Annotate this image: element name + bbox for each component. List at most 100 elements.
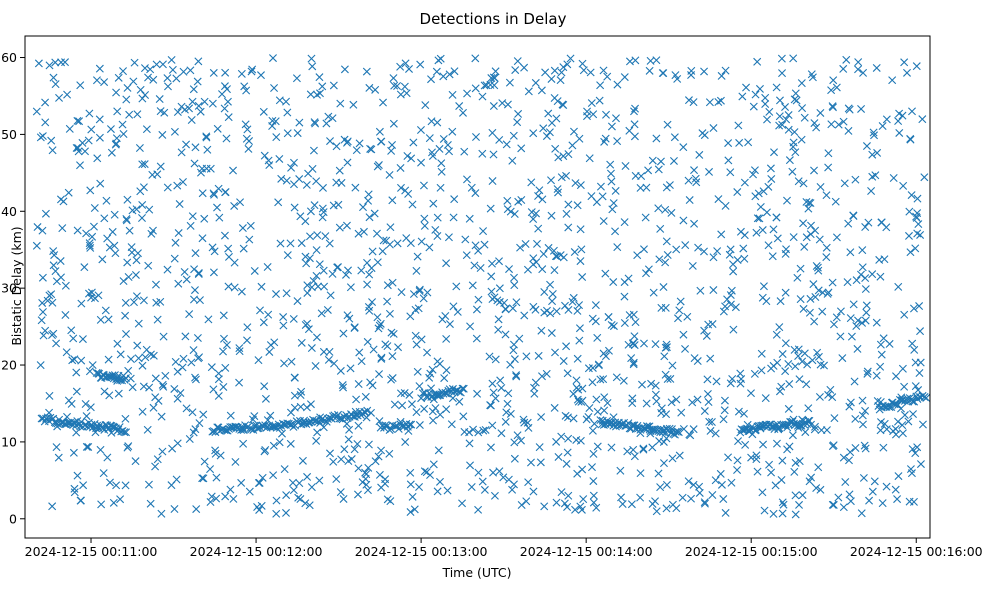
- detection-point: [846, 398, 855, 407]
- detection-point: [850, 377, 859, 386]
- detection-point: [778, 350, 787, 359]
- detection-point: [818, 307, 827, 316]
- detection-point: [136, 85, 145, 94]
- detection-point: [913, 194, 922, 203]
- detection-point: [87, 288, 96, 297]
- detection-point: [186, 221, 195, 230]
- detection-point: [908, 339, 917, 348]
- detection-point: [474, 468, 483, 477]
- detection-point: [237, 287, 246, 296]
- detection-point: [371, 85, 380, 94]
- detection-point: [415, 285, 424, 294]
- detection-point: [501, 417, 510, 426]
- detection-point: [297, 387, 306, 396]
- detection-point: [100, 387, 109, 396]
- detection-point: [123, 195, 132, 204]
- detection-point: [531, 78, 540, 87]
- detection-point: [860, 441, 869, 450]
- detection-point: [245, 137, 254, 146]
- detection-point: [48, 502, 57, 511]
- detection-point: [592, 503, 601, 512]
- detection-point: [239, 244, 248, 253]
- detection-point: [506, 409, 515, 418]
- detection-point: [101, 306, 110, 315]
- detection-point: [293, 297, 302, 306]
- detection-point: [85, 239, 94, 248]
- detection-point: [122, 214, 131, 223]
- detection-point: [110, 210, 119, 219]
- detection-point: [596, 81, 605, 90]
- detection-point: [208, 243, 217, 252]
- detection-point: [85, 109, 94, 118]
- detection-point: [286, 439, 295, 448]
- detection-point: [651, 340, 660, 349]
- detection-point: [476, 264, 485, 273]
- detection-point: [506, 360, 515, 369]
- detection-point: [794, 352, 803, 361]
- detection-point: [461, 235, 470, 244]
- detection-point: [206, 465, 215, 474]
- detection-point: [471, 241, 480, 250]
- detection-point: [490, 73, 499, 82]
- detection-point: [389, 329, 398, 338]
- detection-point: [309, 276, 318, 285]
- detection-point: [798, 357, 807, 366]
- detection-point: [389, 74, 398, 83]
- detection-point: [611, 227, 620, 236]
- detection-point: [849, 300, 858, 309]
- detection-point: [265, 161, 274, 170]
- detection-point: [118, 120, 127, 129]
- detection-point: [611, 186, 620, 195]
- detection-point: [245, 235, 254, 244]
- detection-point: [268, 116, 277, 125]
- detection-point: [354, 464, 363, 473]
- detection-point: [495, 467, 504, 476]
- detection-point: [841, 478, 850, 486]
- detection-point: [282, 176, 291, 185]
- detection-point: [122, 216, 131, 225]
- detection-point: [445, 320, 454, 329]
- detection-point: [579, 66, 588, 75]
- detection-point: [480, 485, 489, 494]
- detection-point: [781, 288, 790, 297]
- detection-point: [260, 151, 269, 160]
- detection-point: [144, 261, 153, 270]
- detection-point: [870, 477, 879, 486]
- detection-point: [490, 491, 499, 500]
- detection-point: [529, 215, 538, 224]
- detection-point: [913, 229, 922, 238]
- detection-point: [462, 251, 471, 260]
- detection-point: [275, 154, 284, 163]
- detection-point: [230, 283, 239, 292]
- detection-point: [387, 146, 396, 155]
- detection-point: [52, 443, 61, 452]
- detection-point: [302, 403, 311, 412]
- detection-point: [406, 239, 415, 248]
- detection-point: [524, 478, 533, 487]
- detection-point: [140, 64, 149, 73]
- detection-point: [862, 301, 871, 310]
- detection-point: [517, 436, 525, 445]
- detection-point: [613, 137, 622, 146]
- detection-point: [481, 425, 490, 434]
- detection-point: [700, 499, 709, 508]
- detection-point: [459, 108, 467, 117]
- detection-point: [540, 502, 549, 511]
- detection-point: [878, 499, 887, 508]
- detection-point: [517, 144, 526, 153]
- detection-point: [152, 60, 161, 69]
- detection-point: [674, 314, 682, 323]
- detection-point: [678, 493, 687, 502]
- detection-point: [442, 366, 451, 375]
- detection-point: [545, 128, 554, 137]
- detection-point: [456, 388, 465, 397]
- detection-point: [772, 439, 781, 448]
- detection-point: [149, 75, 158, 84]
- detection-point: [609, 322, 618, 331]
- detection-point: [553, 97, 562, 106]
- detection-point: [310, 201, 319, 210]
- detection-point: [171, 357, 180, 366]
- detection-point: [851, 414, 860, 423]
- detection-point: [590, 419, 599, 428]
